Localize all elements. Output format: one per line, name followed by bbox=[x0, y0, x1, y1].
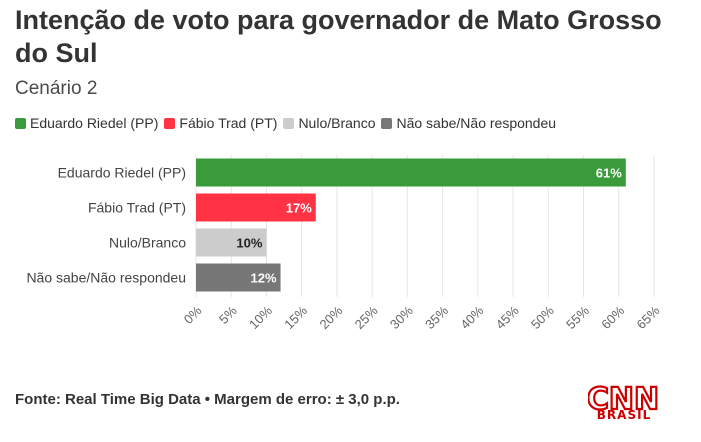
x-tick-label: 20% bbox=[316, 303, 345, 332]
bar-value-label: 17% bbox=[286, 201, 312, 216]
cnn-logo: CNN bbox=[588, 381, 658, 418]
x-tick-label: 30% bbox=[387, 303, 416, 332]
legend-swatch-trad bbox=[164, 117, 176, 129]
legend-item-nao-sabe: Não sabe/Não respondeu bbox=[381, 115, 556, 131]
x-tick-label: 15% bbox=[281, 303, 310, 332]
bar bbox=[196, 193, 316, 222]
cnn-logo-wordmark: CNN bbox=[588, 382, 658, 417]
legend-item-trad: Fábio Trad (PT) bbox=[164, 115, 277, 131]
bar-chart: Eduardo Riedel (PP) 61% Fábio Trad (PT) 17%… bbox=[26, 155, 663, 332]
category-label: Eduardo Riedel (PP) bbox=[58, 165, 186, 181]
legend-label-riedel: Eduardo Riedel (PP) bbox=[30, 115, 159, 131]
legend: Eduardo Riedel (PP) Fábio Trad (PT) Nulo… bbox=[15, 115, 562, 131]
x-tick-label: 55% bbox=[563, 303, 592, 332]
x-tick-label: 45% bbox=[493, 303, 522, 332]
x-tick-label: 50% bbox=[528, 303, 557, 332]
x-tick-label: 10% bbox=[246, 303, 275, 332]
category-label: Não sabe/Não respondeu bbox=[26, 270, 186, 286]
bar bbox=[196, 158, 626, 187]
legend-swatch-riedel bbox=[15, 117, 26, 129]
legend-item-nulo: Nulo/Branco bbox=[283, 115, 375, 131]
bar-value-label: 61% bbox=[596, 166, 622, 181]
source-footer: Fonte: Real Time Big Data • Margem de er… bbox=[15, 391, 400, 408]
bar-value-label: 10% bbox=[236, 236, 262, 251]
legend-swatch-nao-sabe bbox=[381, 117, 393, 129]
legend-label-nulo: Nulo/Branco bbox=[298, 115, 376, 131]
legend-swatch-nulo bbox=[283, 117, 295, 129]
x-tick-label: 5% bbox=[216, 303, 240, 327]
bar bbox=[196, 228, 267, 257]
x-tick-label: 0% bbox=[181, 303, 205, 327]
x-tick-label: 65% bbox=[634, 303, 663, 332]
chart-subtitle: Cenário 2 bbox=[15, 78, 98, 99]
category-label: Fábio Trad (PT) bbox=[88, 200, 186, 216]
legend-label-trad: Fábio Trad (PT) bbox=[179, 115, 278, 131]
x-tick-label: 25% bbox=[352, 303, 381, 332]
chart-title: Intenção de voto para governador de Mato… bbox=[15, 5, 662, 68]
cnn-logo-region: BRASIL bbox=[596, 408, 652, 422]
x-tick-label: 40% bbox=[457, 303, 486, 332]
legend-item-riedel: Eduardo Riedel (PP) bbox=[15, 115, 158, 131]
category-label: Nulo/Branco bbox=[109, 235, 186, 251]
legend-label-nao-sabe: Não sabe/Não respondeu bbox=[396, 115, 557, 131]
x-tick-label: 60% bbox=[598, 303, 627, 332]
bar-value-label: 12% bbox=[251, 271, 277, 286]
bar bbox=[196, 263, 281, 292]
x-tick-label: 35% bbox=[422, 303, 451, 332]
